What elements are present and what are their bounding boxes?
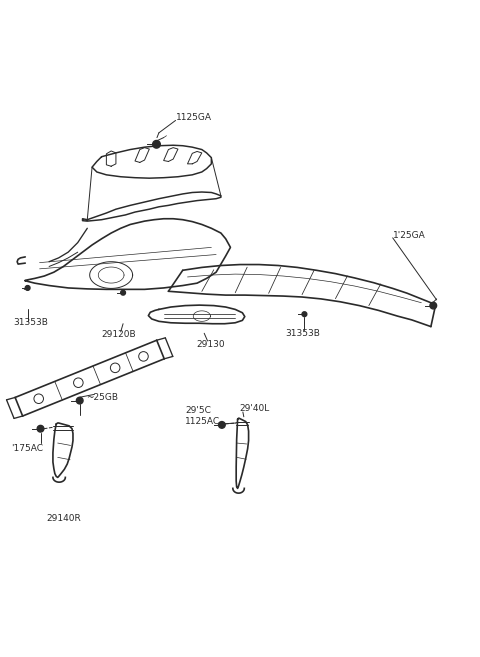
Text: 29120B: 29120B bbox=[102, 330, 136, 339]
Circle shape bbox=[430, 302, 437, 309]
Text: 31353B: 31353B bbox=[13, 318, 48, 327]
Circle shape bbox=[218, 422, 225, 428]
Circle shape bbox=[302, 312, 307, 317]
Circle shape bbox=[120, 290, 125, 295]
Circle shape bbox=[37, 425, 44, 432]
Circle shape bbox=[153, 141, 160, 148]
Text: 29130: 29130 bbox=[196, 340, 225, 350]
Text: 29'5C: 29'5C bbox=[185, 406, 211, 415]
Circle shape bbox=[76, 397, 83, 404]
Text: 1125AC: 1125AC bbox=[185, 417, 220, 426]
Text: ~25GB: ~25GB bbox=[86, 393, 119, 402]
Text: 29'40L: 29'40L bbox=[239, 404, 269, 413]
Text: 1'25GA: 1'25GA bbox=[393, 231, 425, 240]
Text: '175AC: '175AC bbox=[11, 444, 43, 453]
Text: 29140R: 29140R bbox=[47, 514, 82, 523]
Circle shape bbox=[25, 286, 30, 290]
Text: 1125GA: 1125GA bbox=[176, 113, 212, 122]
Text: 31353B: 31353B bbox=[285, 329, 320, 338]
